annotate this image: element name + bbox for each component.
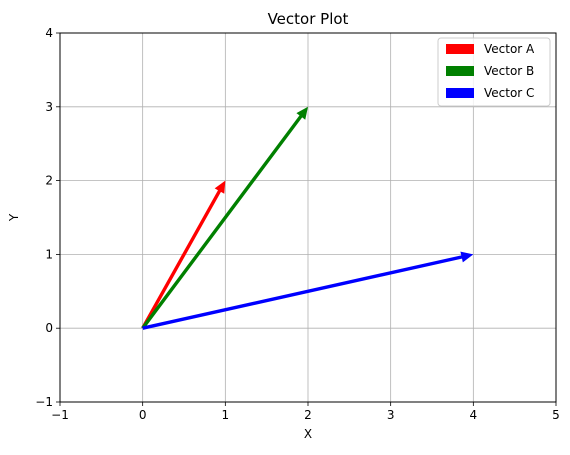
vector-a-arrow [141, 180, 226, 330]
x-axis-label: X [304, 427, 312, 441]
vector-b-legend-swatch [446, 66, 474, 76]
x-tick-label: 4 [470, 408, 478, 422]
y-tick-label: 3 [45, 100, 53, 114]
x-tick-label: 2 [304, 408, 312, 422]
y-tick-label: 4 [45, 26, 53, 40]
x-tick-label: −1 [51, 408, 69, 422]
vector-a-legend-swatch [446, 44, 474, 54]
y-tick-label: 0 [45, 321, 53, 335]
vector-a-legend-label: Vector A [484, 42, 535, 56]
ticks: −1 0 1 2 3 4 5 −1 0 1 2 3 4 [35, 26, 560, 422]
x-tick-label: 5 [552, 408, 560, 422]
chart-title: Vector Plot [268, 10, 349, 28]
y-tick-label: 1 [45, 247, 53, 261]
vector-b-arrow [141, 106, 308, 330]
x-tick-label: 3 [387, 408, 395, 422]
vector-c-legend-swatch [446, 88, 474, 98]
x-tick-label: 1 [222, 408, 230, 422]
vectors [141, 106, 474, 330]
vector-c-arrow [142, 251, 474, 330]
y-axis-label: Y [7, 213, 21, 222]
vector-b-legend-label: Vector B [484, 64, 534, 78]
legend: Vector A Vector B Vector C [437, 37, 551, 107]
vector-c-legend-label: Vector C [484, 86, 534, 100]
x-tick-label: 0 [139, 408, 147, 422]
y-tick-label: −1 [35, 395, 53, 409]
y-tick-label: 2 [45, 174, 53, 188]
